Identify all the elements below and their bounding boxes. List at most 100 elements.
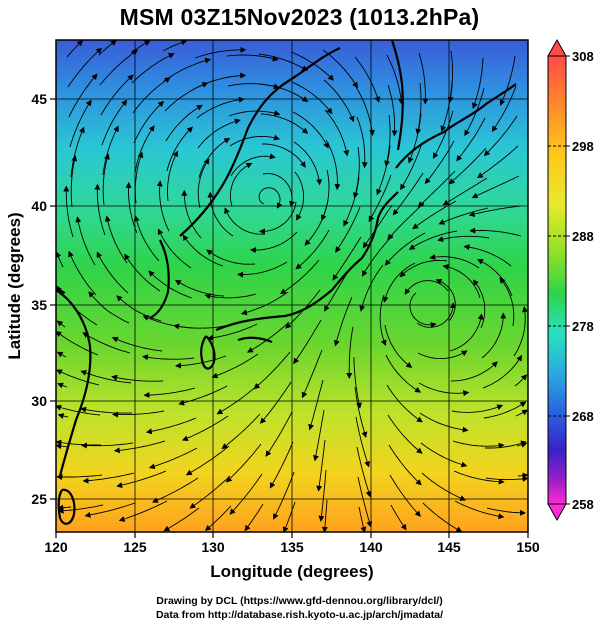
- streamline: [181, 189, 202, 239]
- streamline: [318, 469, 327, 522]
- streamline: [435, 278, 456, 322]
- colorbar-label: 268: [572, 409, 594, 424]
- streamline: [356, 446, 372, 498]
- streamline: [292, 111, 329, 149]
- streamline: [362, 204, 393, 249]
- streamline: [354, 56, 381, 103]
- streamline: [166, 126, 194, 172]
- colorbar-label: 258: [572, 497, 594, 512]
- streamline: [463, 244, 512, 267]
- streamline: [182, 234, 224, 267]
- streamline: [357, 476, 373, 528]
- streamline: [469, 227, 522, 237]
- streamline: [388, 444, 422, 486]
- streamline: [483, 115, 518, 157]
- streamline: [485, 475, 528, 482]
- streamline: [417, 350, 468, 360]
- streamline: [80, 406, 133, 414]
- streamline: [131, 53, 175, 84]
- streamline: [293, 319, 322, 365]
- x-tick-label: 145: [437, 539, 461, 555]
- streamline: [216, 383, 260, 415]
- streamline: [499, 277, 515, 327]
- colorbar-max-triangle: [547, 38, 567, 57]
- streamline: [228, 110, 281, 117]
- streamline: [111, 374, 164, 382]
- streamline: [456, 117, 486, 162]
- credit-drawing: Drawing by DCL (https://www.gfd-dennou.o…: [156, 595, 443, 607]
- streamline: [304, 199, 329, 246]
- streamline: [163, 57, 212, 82]
- streamline: [134, 125, 155, 174]
- streamline: [133, 100, 165, 144]
- streamline: [295, 229, 330, 270]
- streamline: [56, 473, 103, 480]
- streamline: [343, 176, 360, 227]
- streamline: [513, 306, 528, 357]
- colorbar-label: 288: [572, 229, 594, 244]
- streamline: [124, 253, 161, 292]
- streamline: [332, 236, 362, 281]
- streamline: [404, 280, 449, 295]
- streamline: [111, 336, 163, 352]
- streamline: [56, 320, 66, 328]
- y-tick-label: 35: [31, 297, 47, 313]
- streamline: [262, 143, 306, 168]
- streamline: [102, 125, 119, 176]
- credit-data-source: Data from http://database.rish.kyoto-u.a…: [155, 609, 444, 621]
- streamline: [206, 249, 256, 265]
- wind-streamlines: [56, 40, 528, 532]
- streamline: [211, 353, 259, 379]
- streamline: [249, 231, 298, 254]
- streamline: [472, 57, 484, 109]
- streamline: [387, 202, 425, 241]
- streamline: [379, 294, 387, 347]
- streamline: [116, 295, 162, 322]
- streamline: [165, 104, 203, 142]
- streamline: [416, 302, 456, 328]
- streamline: [112, 410, 165, 418]
- streamline: [418, 382, 470, 397]
- streamline: [230, 153, 276, 177]
- streamline: [125, 181, 138, 234]
- streamline: [167, 150, 178, 202]
- streamline: [294, 171, 305, 221]
- streamline: [448, 147, 487, 185]
- korea-coast: [149, 239, 170, 319]
- streamline: [438, 207, 489, 225]
- streamline: [100, 74, 134, 116]
- streamline: [316, 439, 326, 492]
- streamline: [162, 40, 188, 52]
- japan-honshu-coast: [215, 191, 399, 332]
- streamline: [56, 351, 67, 358]
- streamline: [384, 114, 391, 167]
- streamline: [452, 440, 505, 449]
- taiwan-coast: [57, 488, 76, 525]
- streamline: [118, 500, 168, 522]
- streamline: [258, 53, 308, 71]
- streamline: [384, 232, 426, 266]
- x-tick-label: 120: [44, 539, 68, 555]
- streamline: [499, 55, 516, 106]
- x-tick-label: 130: [201, 539, 225, 555]
- china-coast: [56, 289, 92, 477]
- streamline: [335, 206, 361, 253]
- streamline: [422, 502, 463, 532]
- sakhalin-coast: [390, 40, 404, 151]
- streamline: [282, 501, 296, 532]
- streamline: [418, 52, 429, 105]
- streamline: [361, 234, 394, 277]
- streamline: [104, 215, 128, 264]
- streamline: [260, 113, 309, 134]
- x-tick-label: 135: [280, 539, 304, 555]
- streamline: [384, 324, 413, 369]
- streamline: [415, 82, 422, 135]
- streamline: [99, 49, 139, 86]
- streamline: [84, 502, 136, 518]
- streamline: [130, 40, 151, 54]
- colorbar-min-triangle: [547, 503, 567, 522]
- streamline: [291, 81, 333, 115]
- streamline: [259, 83, 309, 102]
- streamline: [225, 443, 262, 483]
- streamline: [486, 507, 526, 516]
